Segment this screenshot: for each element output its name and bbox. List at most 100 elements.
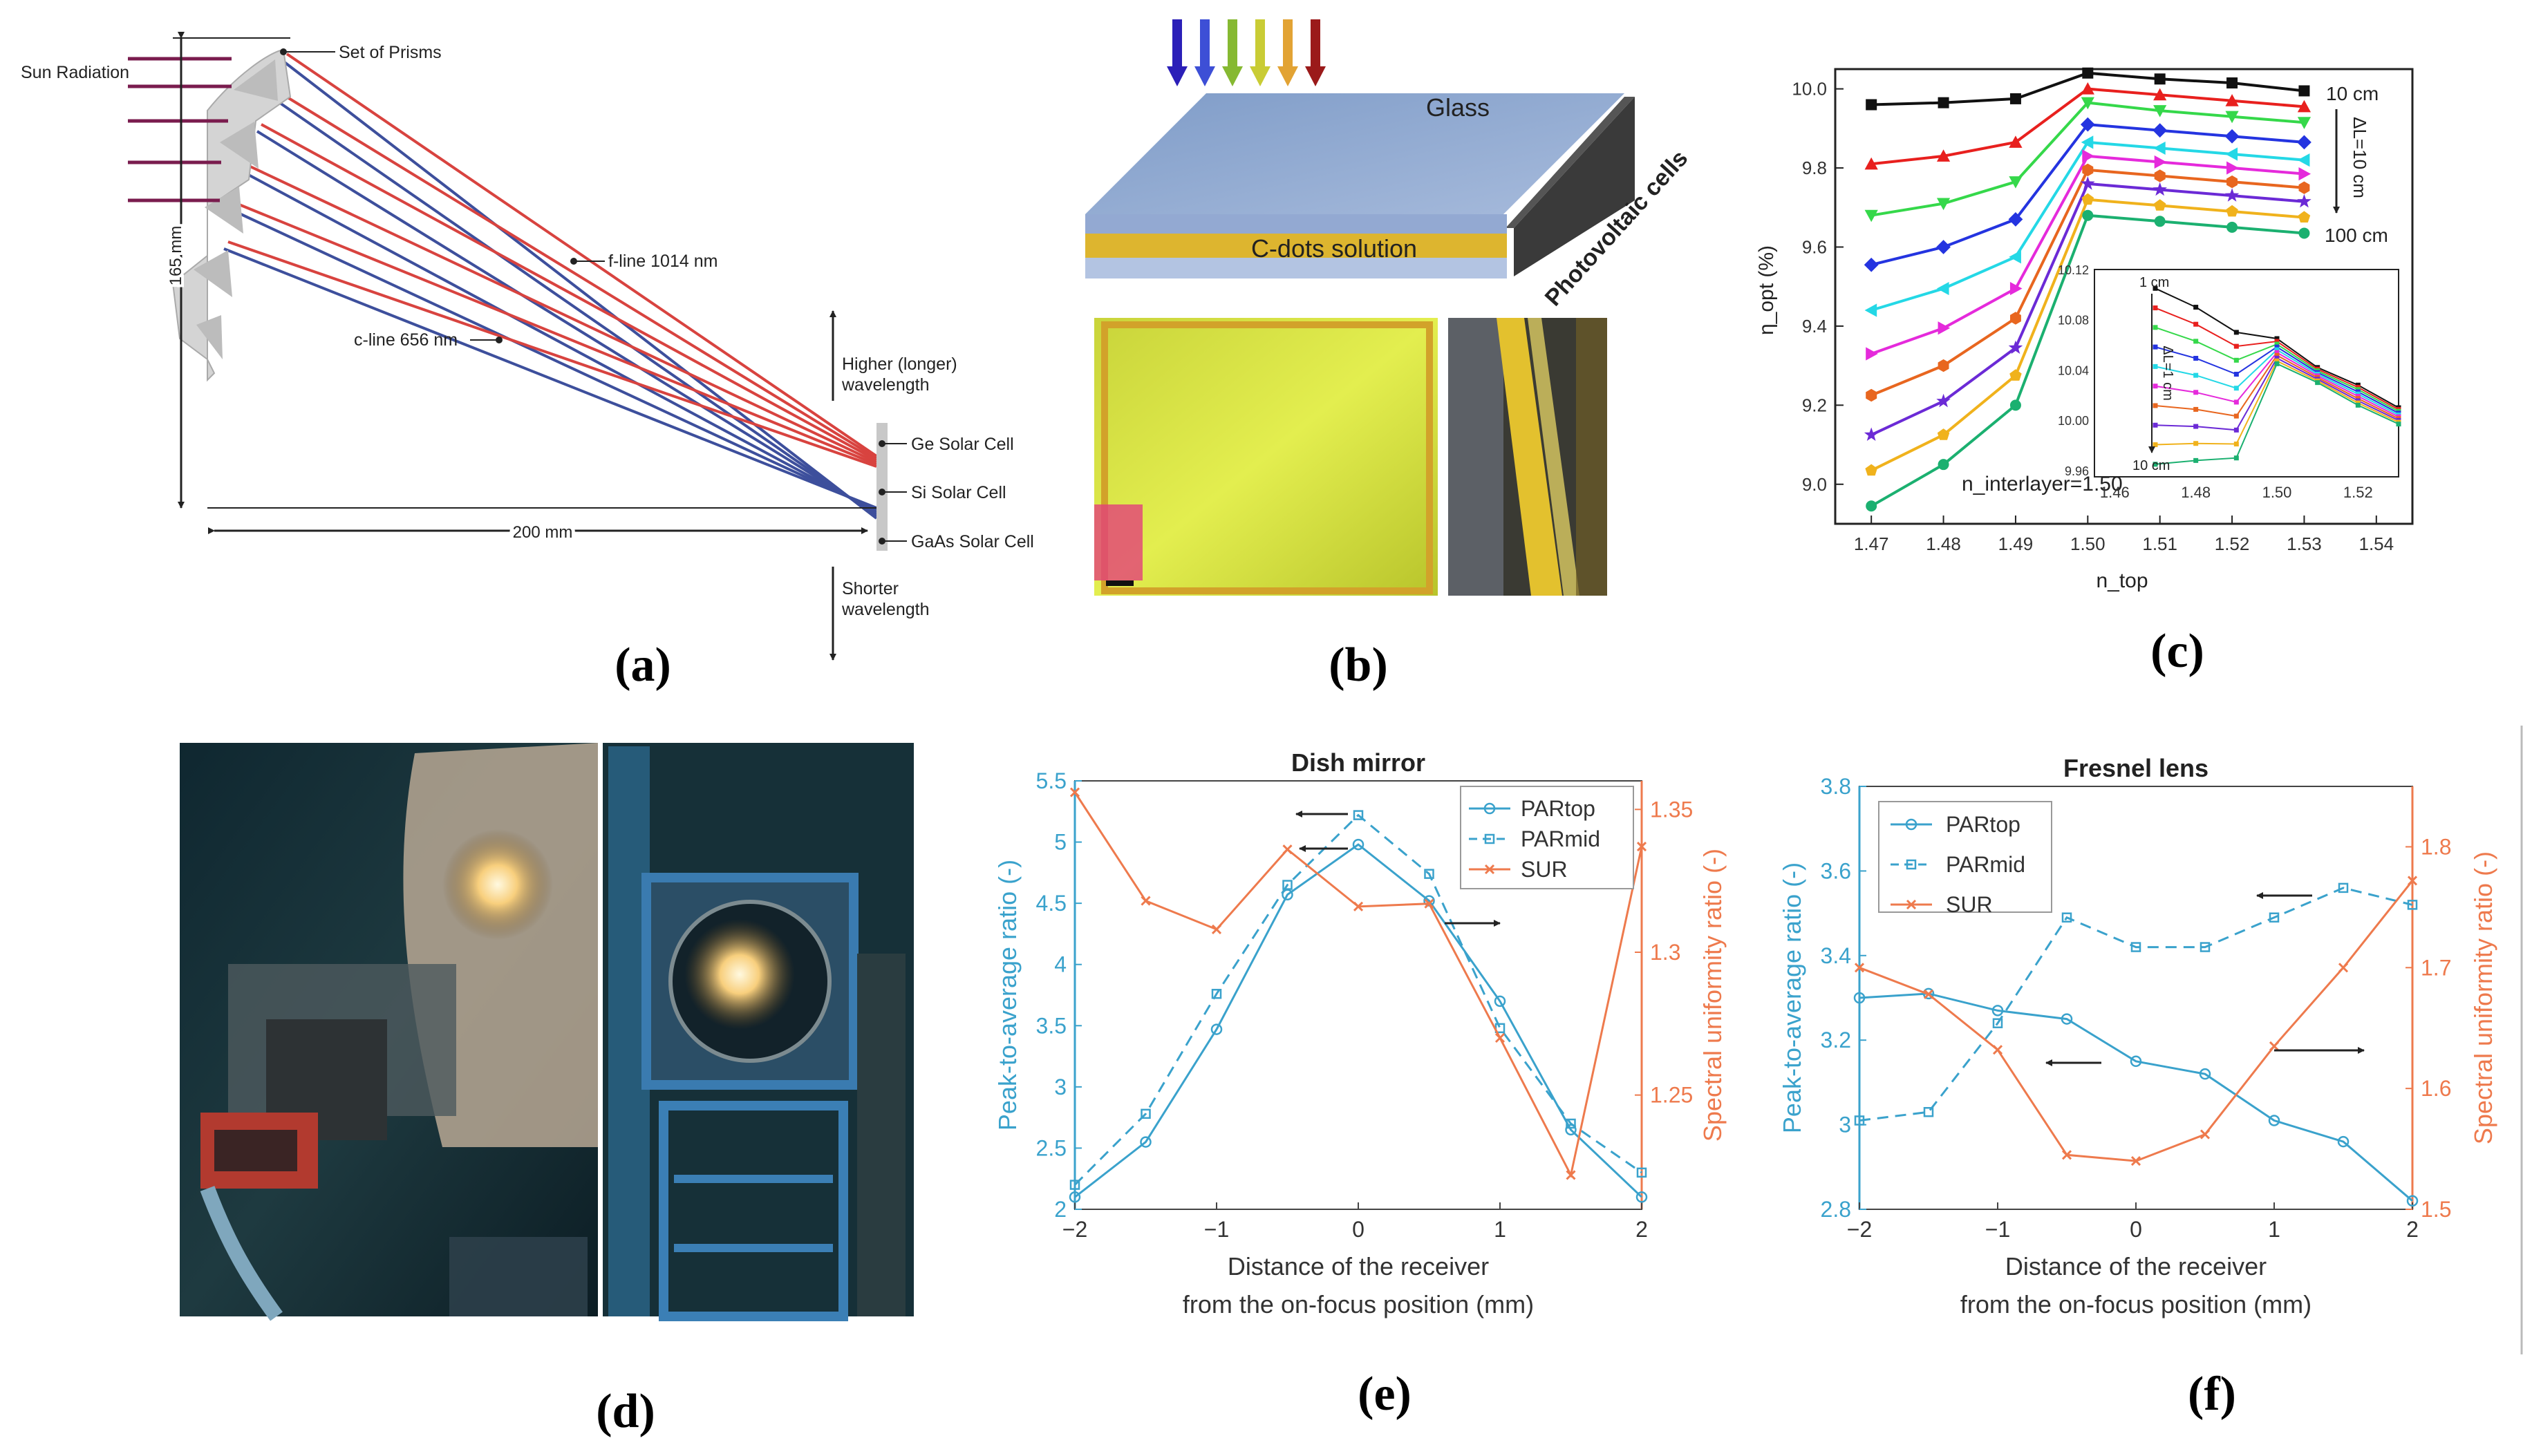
f-legend-label: PARmid [1946,852,2025,877]
panel-f-line-PARmid [1859,887,2413,1122]
panel-e-xlabel-1: Distance of the receiver [1228,1252,1489,1280]
panel-e-point-PARmid [1141,1108,1151,1119]
panel-e-xtick-label: 2 [1635,1217,1648,1242]
cdots-layer [1085,234,1507,258]
inset-series-point-6 [2193,406,2199,412]
c-series-point-8 [1937,428,1950,440]
inset-xtick-label: 1.50 [2262,484,2292,501]
inset-ytick-label: 10.08 [2058,314,2089,328]
caption-a: (a) [615,639,671,692]
inset-series-point-1 [2233,343,2239,349]
panel-e-point-SUR-b [1424,898,1434,909]
c-series-point-2 [2153,105,2167,117]
panel-e-point-PARmid [1069,1180,1080,1190]
c-series-point-5 [2154,155,2167,169]
inset-series-point-9 [2315,380,2320,386]
inset-series-point-0 [2153,285,2158,291]
c-series-point-4 [1936,281,1949,296]
e-legend-marker [1484,833,1495,844]
panel-e-title: Dish mirror [1291,748,1425,777]
c-series-point-0 [2298,85,2310,97]
c-series-point-7 [2297,193,2311,208]
glass-bottom-layer [1085,258,1507,278]
inset-series-point-4 [2233,386,2239,391]
panel-f-xlabel-1: Distance of the receiver [2005,1252,2267,1280]
panel-e-point-PARmid [1211,988,1222,999]
inset-series-point-7 [2153,422,2158,428]
ray-red [238,203,877,466]
panel-e-ytick-left-label: 4.5 [1036,891,1067,916]
f-legend-label: SUR [1946,892,1993,917]
shorter-label-2: wavelength [841,600,929,619]
panel-e-ytick-left-label: 3 [1054,1075,1067,1099]
panel-e-point-SUR [1424,898,1434,909]
panel-f-point-SUR [1992,1045,2003,1055]
e-legend-marker [1483,802,1496,815]
f-line-label: f-line 1014 nm [608,252,718,271]
c-series-point-5 [1866,347,1878,361]
inset-series-point-4 [2274,347,2280,352]
panel-f-point-SUR-b [2200,1129,2211,1140]
c-series-point-5 [2226,161,2239,175]
c-xtick-label: 1.52 [2215,533,2250,554]
c-series-point-8 [2226,205,2238,217]
panel-f-point-SUR-b [1923,989,1934,999]
panel-f-ytick-left-label: 3.6 [1821,858,1851,883]
panel-f-point-SUR [2407,876,2418,886]
c-series-point-4 [2153,141,2166,155]
e-legend-label: PARmid [1521,826,1600,851]
c-xtick-label: 1.50 [2070,533,2106,554]
ray-red [261,123,877,462]
panel-f-title: Fresnel lens [2063,754,2209,782]
f-legend-marker-b [1906,899,1917,910]
panel-f-point-SUR-b [2269,1041,2280,1052]
c-series-point-2 [2225,111,2239,124]
c-series-point-2 [2081,97,2094,110]
caption-e: (e) [1358,1368,1412,1421]
e-legend-marker-b [1484,864,1495,875]
inset-series-point-4 [2193,372,2199,378]
e-legend: PARtop PARmid SUR [1460,786,1634,889]
panel-f-xtick-label: 2 [2406,1217,2419,1242]
glass-label: Glass [1426,93,1490,122]
width-label: 200 mm [513,523,573,542]
ray-blue [270,95,878,518]
panel-e-ylabel-left: Peak-to-average ratio (-) [993,860,1022,1131]
delta-l-label: ΔL=10 cm [2350,117,2370,198]
gaas-cell-label: GaAs Solar Cell [911,532,1034,551]
panel-f-point-SUR-b [2338,963,2349,973]
panel-e-point-PARtop [1635,1191,1648,1203]
panel-e-point-SUR-b [1494,1032,1506,1043]
panel-f-point-SUR-b [2061,1150,2072,1160]
c-series-point-2 [1936,198,1951,211]
c-series-point-3 [2153,123,2168,138]
c-series-point-0 [2226,77,2238,89]
chart-c-series [1864,67,2311,512]
inset-series-point-7 [2193,424,2199,429]
panel-a-prism-diagram: 165 mm 200 mm Set of Prisms Sun Radiatio… [21,32,1034,661]
panel-f-xtick-label: 0 [2130,1217,2142,1242]
inset-series-point-9 [2396,422,2401,427]
panel-e-point-SUR [1069,787,1080,797]
panel-f-point-PARmid [2061,912,2072,923]
panel-f-point-PARmid [1854,1115,1865,1126]
inset-series-point-5 [2153,384,2158,389]
c-xtick-label: 1.53 [2287,533,2322,554]
inset-series-point-2 [2274,341,2280,347]
panel-e-point-SUR-b [1141,896,1151,906]
c-series-point-9 [2082,209,2094,221]
c-series-point-1 [2297,100,2311,113]
caption-f: (f) [2188,1368,2236,1421]
panel-e-point-PARtop [1352,838,1365,851]
c-series-point-5 [1938,321,1951,335]
c-series-point-6 [2154,169,2166,182]
ray-blue [256,130,878,516]
c-series-point-7 [2153,182,2167,196]
inset-label-10cm: 10 cm [2132,458,2170,473]
si-cell-label: Si Solar Cell [911,483,1006,502]
panel-e-point-PARtop [1140,1136,1152,1148]
e-legend-label: PARtop [1521,796,1595,821]
inset-series-point-8 [2274,358,2280,363]
c-series-point-3 [2008,212,2023,227]
panel-e-point-SUR-b [1566,1170,1576,1180]
